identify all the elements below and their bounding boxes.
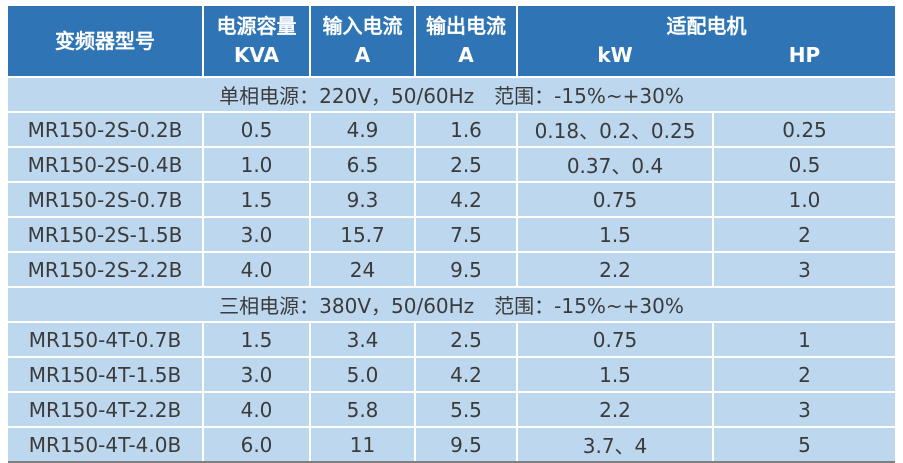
header-motor-label: 适配电机 [666, 14, 747, 38]
cell-model: MR150-4T-1.5B [8, 358, 202, 391]
cell-output-a: 4.2 [416, 358, 516, 391]
cell-input-a: 5.0 [311, 358, 414, 391]
cell-input-a: 24 [311, 253, 414, 286]
cell-kva: 1.5 [204, 183, 309, 216]
cell-model: MR150-2S-2.2B [8, 253, 202, 286]
cell-kva: 3.0 [204, 358, 309, 391]
header-input-current: 输入电流 A [311, 6, 414, 76]
cell-input-a: 15.7 [311, 218, 414, 251]
table-row: MR150-4T-2.2B 4.0 5.8 5.5 2.2 3 [8, 393, 895, 426]
cell-output-a: 2.5 [416, 323, 516, 356]
cell-kw: 0.18、0.2、0.25 [518, 113, 712, 146]
header-capacity: 电源容量 KVA [204, 6, 309, 76]
table-header: 变频器型号 电源容量 KVA 输入电流 A 输出电流 A 适配电机 kW HP [8, 6, 895, 76]
cell-kw: 0.75 [518, 183, 712, 216]
cell-output-a: 9.5 [416, 253, 516, 286]
cell-input-a: 5.8 [311, 393, 414, 426]
inverter-spec-table: 变频器型号 电源容量 KVA 输入电流 A 输出电流 A 适配电机 kW HP … [8, 6, 895, 463]
header-input-current-unit: A [354, 43, 371, 67]
cell-hp: 3 [714, 393, 895, 426]
cell-kva: 3.0 [204, 218, 309, 251]
cell-output-a: 9.5 [416, 428, 516, 461]
cell-output-a: 5.5 [416, 393, 516, 426]
header-model-label: 变频器型号 [55, 28, 155, 53]
table-row: MR150-4T-0.7B 1.5 3.4 2.5 0.75 1 [8, 323, 895, 356]
header-capacity-unit: KVA [233, 43, 280, 67]
table-row: MR150-2S-2.2B 4.0 24 9.5 2.2 3 [8, 253, 895, 286]
cell-model: MR150-4T-0.7B [8, 323, 202, 356]
cell-hp: 5 [714, 428, 895, 461]
cell-input-a: 4.9 [311, 113, 414, 146]
header-output-current-label: 输出电流 [426, 14, 506, 38]
cell-kw: 0.37、0.4 [518, 148, 712, 181]
cell-model: MR150-2S-0.7B [8, 183, 202, 216]
cell-output-a: 4.2 [416, 183, 516, 216]
header-motor-hp: HP [788, 43, 821, 67]
cell-hp: 0.5 [714, 148, 895, 181]
cell-kva: 4.0 [204, 393, 309, 426]
header-capacity-label: 电源容量 [216, 14, 297, 38]
cell-hp: 0.25 [714, 113, 895, 146]
cell-output-a: 1.6 [416, 113, 516, 146]
cell-input-a: 9.3 [311, 183, 414, 216]
header-motor: 适配电机 kW HP [518, 6, 895, 76]
cell-hp: 1.0 [714, 183, 895, 216]
cell-kva: 4.0 [204, 253, 309, 286]
cell-kva: 1.0 [204, 148, 309, 181]
cell-kw: 3.7、4 [518, 428, 712, 461]
table-row: MR150-2S-0.2B 0.5 4.9 1.6 0.18、0.2、0.25 … [8, 113, 895, 146]
header-output-current: 输出电流 A [416, 6, 516, 76]
section-header-three-phase: 三相电源：380V，50/60Hz 范围：-15%~+30% [8, 288, 895, 321]
cell-output-a: 7.5 [416, 218, 516, 251]
cell-kva: 1.5 [204, 323, 309, 356]
header-output-current-unit: A [458, 43, 474, 67]
cell-model: MR150-2S-0.4B [8, 148, 202, 181]
table-row: MR150-4T-1.5B 3.0 5.0 4.2 1.5 2 [8, 358, 895, 391]
cell-model: MR150-4T-2.2B [8, 393, 202, 426]
cell-kw: 0.75 [518, 323, 712, 356]
cell-kw: 2.2 [518, 253, 712, 286]
cell-kw: 1.5 [518, 358, 712, 391]
cell-model: MR150-2S-0.2B [8, 113, 202, 146]
table-row: MR150-2S-0.7B 1.5 9.3 4.2 0.75 1.0 [8, 183, 895, 216]
cell-kva: 6.0 [204, 428, 309, 461]
cell-input-a: 11 [311, 428, 414, 461]
cell-output-a: 2.5 [416, 148, 516, 181]
cell-hp: 2 [714, 358, 895, 391]
header-input-current-label: 输入电流 [322, 14, 403, 38]
cell-hp: 1 [714, 323, 895, 356]
header-model: 变频器型号 [8, 6, 202, 76]
cell-input-a: 3.4 [311, 323, 414, 356]
cell-input-a: 6.5 [311, 148, 414, 181]
section-header-single-phase: 单相电源：220V，50/60Hz 范围：-15%~+30% [8, 78, 895, 111]
cell-kva: 0.5 [204, 113, 309, 146]
cell-kw: 1.5 [518, 218, 712, 251]
cell-model: MR150-4T-4.0B [8, 428, 202, 461]
header-motor-kw: kW [597, 43, 633, 67]
table-row: MR150-4T-4.0B 6.0 11 9.5 3.7、4 5 [8, 428, 895, 461]
cell-hp: 2 [714, 218, 895, 251]
header-motor-units: kW HP [518, 41, 895, 70]
cell-hp: 3 [714, 253, 895, 286]
table-row: MR150-2S-0.4B 1.0 6.5 2.5 0.37、0.4 0.5 [8, 148, 895, 181]
cell-model: MR150-2S-1.5B [8, 218, 202, 251]
table-row: MR150-2S-1.5B 3.0 15.7 7.5 1.5 2 [8, 218, 895, 251]
cell-kw: 2.2 [518, 393, 712, 426]
